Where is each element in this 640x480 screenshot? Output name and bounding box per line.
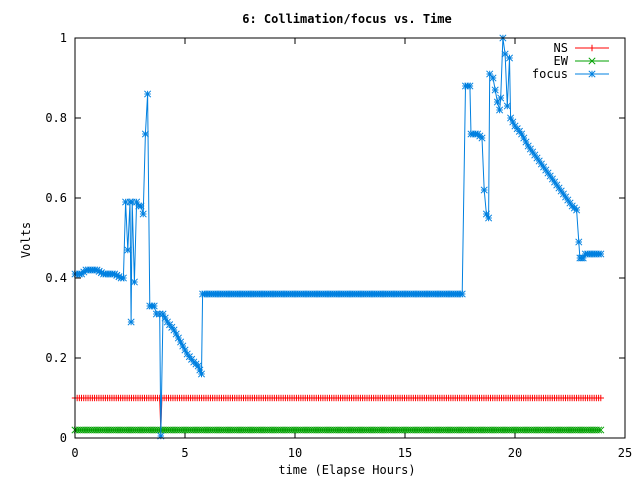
y-tick-label: 1	[60, 31, 67, 45]
data-point	[141, 130, 149, 138]
data-point	[480, 186, 488, 194]
data-point	[161, 314, 169, 322]
legend-label: EW	[554, 54, 569, 68]
y-tick-label: 0.8	[45, 111, 67, 125]
x-tick-label: 25	[618, 446, 632, 460]
data-point	[124, 246, 132, 254]
data-point	[588, 44, 596, 52]
axis-ticks: 0 5 10 15 20 25 0 0.2 0.4 0.6 0.8 1	[45, 31, 632, 460]
x-tick-label: 10	[288, 446, 302, 460]
data-point	[150, 302, 158, 310]
data-point	[152, 310, 160, 318]
data-point	[130, 278, 138, 286]
data-point	[505, 54, 514, 62]
x-tick-label: 5	[181, 446, 188, 460]
x-axis-label: time (Elapse Hours)	[278, 463, 415, 477]
y-tick-label: 0.6	[45, 191, 67, 205]
data-point	[588, 70, 596, 78]
series-layer	[71, 34, 605, 440]
x-tick-label: 20	[508, 446, 522, 460]
series-ns	[71, 394, 604, 434]
data-point	[127, 318, 135, 326]
data-point	[597, 426, 605, 434]
data-point	[156, 310, 164, 318]
plot-frame	[74, 37, 626, 439]
data-point	[507, 114, 515, 122]
data-point	[597, 250, 605, 258]
data-point	[489, 74, 497, 82]
data-point	[478, 134, 486, 142]
data-point	[485, 214, 493, 222]
data-point	[119, 274, 127, 282]
series-ew	[71, 426, 605, 434]
data-point	[491, 86, 499, 94]
chart-title: 6: Collimation/focus vs. Time	[242, 12, 452, 26]
data-point	[466, 82, 474, 90]
y-tick-label: 0.2	[45, 351, 67, 365]
data-point	[575, 238, 583, 246]
legend-label: NS	[554, 41, 568, 55]
data-point	[497, 94, 505, 102]
data-point	[496, 106, 504, 114]
legend-label: focus	[532, 67, 568, 81]
data-point	[529, 148, 537, 156]
series-focus	[71, 34, 605, 440]
data-point	[137, 202, 145, 210]
data-point	[139, 210, 147, 218]
y-axis-label: Volts	[19, 222, 33, 258]
data-point	[595, 426, 603, 434]
series-line	[75, 37, 601, 437]
data-point	[197, 370, 206, 378]
y-tick-label: 0	[60, 431, 67, 445]
x-tick-label: 0	[71, 446, 78, 460]
data-point	[588, 57, 596, 65]
data-point	[458, 290, 466, 298]
x-tick-label: 15	[398, 446, 412, 460]
data-point	[144, 90, 152, 98]
data-point	[597, 394, 604, 402]
series-line	[75, 397, 601, 431]
y-tick-label: 0.4	[45, 271, 67, 285]
data-point	[503, 102, 511, 110]
data-point	[573, 206, 581, 214]
